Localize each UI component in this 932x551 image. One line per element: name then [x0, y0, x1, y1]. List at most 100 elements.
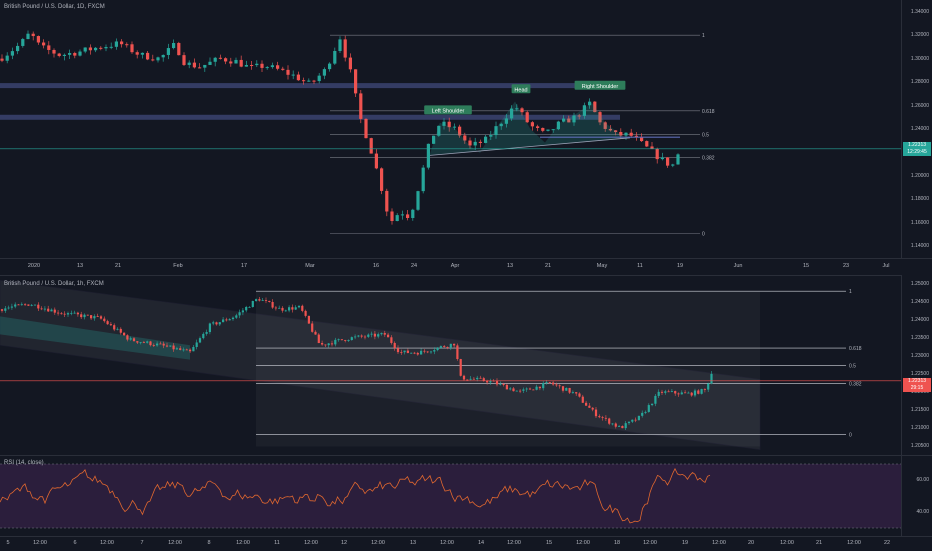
hourly-candle — [614, 423, 617, 427]
hourly-candle — [588, 405, 591, 408]
hourly-candle — [367, 334, 370, 337]
daily-candle — [478, 141, 482, 143]
hourly-candle — [426, 351, 429, 353]
hourly-y-tick: 1.25000 — [910, 281, 929, 287]
daily-candle — [73, 53, 77, 56]
daily-candle — [182, 55, 186, 65]
daily-candle — [655, 148, 659, 160]
daily-candle — [338, 39, 342, 52]
daily-candle — [364, 118, 368, 139]
hourly-candle — [53, 309, 56, 313]
daily-chart-plot[interactable]: 1 0.618 0.5 0.382 0 Left Shoulder Head Right Sh… — [0, 0, 902, 258]
daily-candle — [130, 44, 134, 53]
rsi-axis[interactable]: 60.00 40.00 — [901, 456, 932, 536]
hourly-candle — [175, 348, 178, 350]
daily-candle — [354, 69, 358, 94]
daily-candle — [447, 121, 451, 128]
hourly-candle — [215, 322, 218, 325]
hourly-x-tick: 12:00 — [100, 540, 114, 546]
hourly-price-axis[interactable]: 1.25000 1.24500 1.24000 1.23500 1.23000 1.225… — [901, 275, 932, 455]
hourly-candle — [66, 313, 70, 315]
daily-x-tick: 21 — [114, 263, 122, 269]
hourly-candle — [294, 307, 297, 310]
hourly-candle — [634, 419, 637, 421]
daily-candle — [666, 157, 670, 166]
pattern-label-bg — [574, 80, 626, 90]
hourly-candle — [350, 337, 353, 341]
hourly-candle — [548, 382, 551, 383]
daily-candle — [26, 33, 30, 40]
hourly-candle — [406, 350, 409, 353]
hourly-candle — [443, 346, 446, 348]
hourly-candle — [255, 299, 258, 301]
rsi-pane[interactable]: RSI (14, close) 60.00 40.00 — [0, 456, 932, 536]
daily-candle — [380, 168, 384, 191]
daily-candle — [260, 63, 264, 68]
hourly-candle — [710, 373, 713, 384]
daily-candle — [78, 51, 82, 56]
daily-price-axis[interactable]: 1.34000 1.32000 1.30000 1.28000 1.26000 1.240… — [901, 0, 932, 258]
daily-fib-label: 0.382 — [702, 156, 715, 162]
daily-candle — [239, 59, 243, 67]
daily-candle — [250, 65, 254, 67]
hourly-candle — [47, 308, 50, 312]
hourly-candle — [162, 343, 165, 346]
hourly-candle — [156, 343, 159, 346]
hourly-candle — [594, 409, 598, 417]
daily-candle — [224, 58, 228, 62]
hourly-candle — [321, 343, 324, 345]
hourly-candle — [380, 333, 383, 335]
hourly-candle — [129, 338, 132, 340]
hourly-candle — [33, 304, 37, 306]
hourly-chart-plot[interactable]: 1 0.618 0.5 0.382 0 — [0, 275, 902, 455]
daily-chart-pane[interactable]: 1 0.618 0.5 0.382 0 Left Shoulder Head Right Sh… — [0, 0, 932, 258]
daily-candle — [369, 138, 373, 154]
daily-date-axis[interactable]: 2020 13 21 Feb 17 Mar 16 24 Apr 13 21 May 11 19 Jun 15 2… — [0, 258, 932, 276]
hourly-chart-pane[interactable]: 1 0.618 0.5 0.382 0 British Pound / U.S. Dol… — [0, 275, 932, 455]
hourly-candle — [136, 341, 139, 343]
hourly-y-tick: 1.23500 — [910, 335, 929, 341]
daily-x-tick: 11 — [637, 263, 643, 269]
hourly-candle — [192, 346, 195, 352]
daily-candle — [463, 135, 467, 141]
hourly-candle — [7, 307, 10, 309]
daily-x-tick: 16 — [372, 263, 380, 269]
hourly-candle — [238, 312, 241, 316]
hourly-date-axis[interactable]: 5 12:00 6 12:00 7 12:00 8 12:00 11 12:00 12 12:00 13… — [0, 536, 932, 551]
hourly-candle — [304, 310, 307, 316]
daily-candle — [276, 65, 280, 69]
hourly-candle — [568, 387, 571, 393]
hourly-candle — [456, 345, 459, 360]
daily-candle — [536, 126, 540, 128]
hourly-fib-label: 1 — [849, 289, 852, 295]
daily-candle — [530, 122, 534, 127]
hourly-candle — [86, 314, 89, 316]
hourly-candle — [63, 313, 66, 315]
daily-candle — [172, 43, 176, 49]
daily-candle — [317, 75, 321, 82]
daily-x-tick: 24 — [410, 263, 418, 269]
daily-candle — [484, 136, 488, 143]
fib-area — [256, 291, 760, 447]
daily-candle — [109, 46, 113, 48]
hourly-candle — [113, 325, 116, 330]
hourly-candle — [627, 421, 631, 424]
hourly-x-tick: 12:00 — [33, 540, 47, 546]
hourly-x-tick: 15 — [545, 540, 553, 546]
hourly-y-tick: 1.22500 — [910, 371, 929, 377]
hourly-y-tick: 1.24000 — [910, 317, 929, 323]
hourly-candle — [558, 385, 561, 387]
hourly-candle — [545, 382, 548, 384]
hourly-y-tick: 1.21000 — [910, 425, 929, 431]
hourly-candle — [334, 339, 337, 345]
hourly-candle — [393, 342, 396, 349]
hourly-x-tick: 12 — [340, 540, 348, 546]
daily-candle — [395, 215, 399, 222]
hourly-candle — [139, 342, 142, 344]
hourly-candle — [512, 388, 515, 392]
pattern-wedge — [0, 316, 190, 360]
hourly-candle — [93, 316, 96, 319]
daily-candle — [140, 52, 144, 55]
rsi-plot[interactable] — [0, 456, 902, 536]
hourly-candle — [357, 335, 360, 337]
